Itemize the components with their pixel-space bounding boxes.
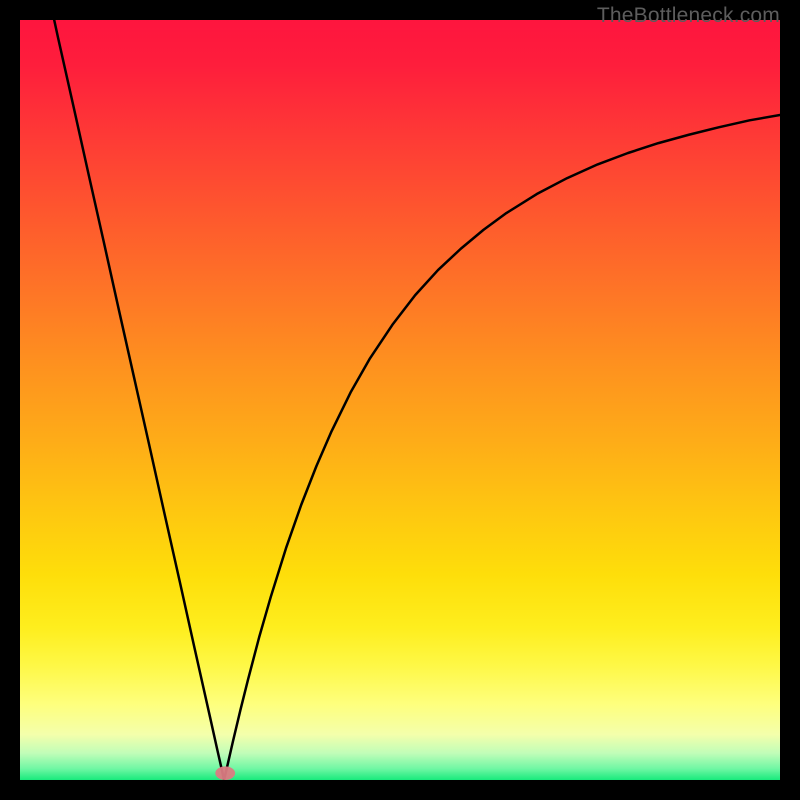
bottleneck-curve — [54, 20, 780, 780]
curve-layer — [20, 20, 780, 780]
plot-area — [20, 20, 780, 780]
watermark-text: TheBottleneck.com — [597, 4, 780, 28]
minimum-marker — [215, 766, 235, 780]
chart-container: TheBottleneck.com — [0, 0, 800, 800]
